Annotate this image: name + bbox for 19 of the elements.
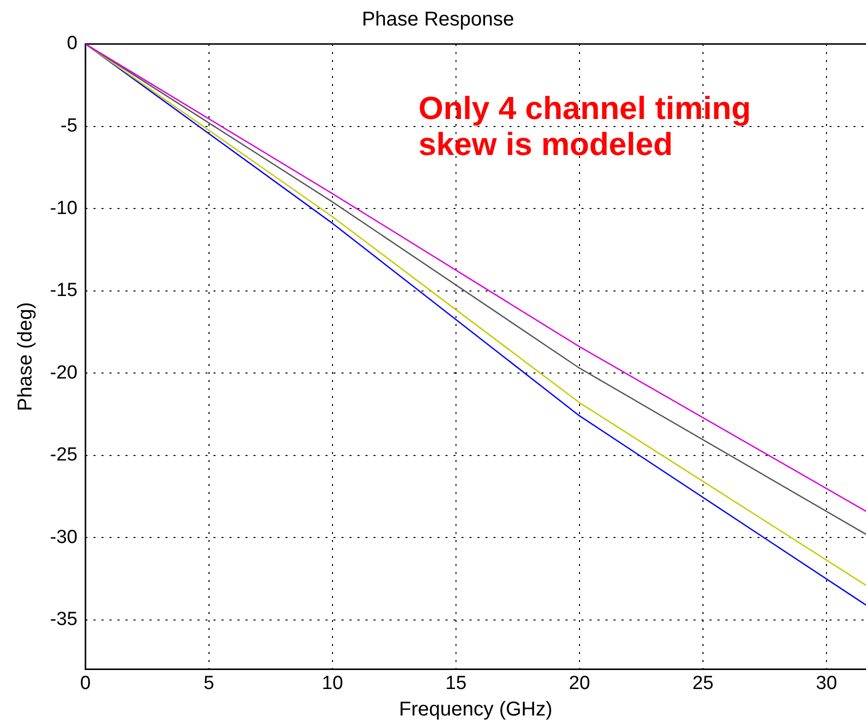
- x-tick-label: 30: [816, 672, 838, 694]
- y-tick-label: 0: [66, 33, 78, 54]
- y-tick-label: -20: [50, 362, 78, 384]
- y-tick-label: -30: [50, 526, 78, 548]
- x-tick-label: 15: [445, 672, 467, 694]
- y-tick-label: -35: [50, 609, 78, 630]
- x-tick-label: 20: [568, 672, 590, 694]
- y-tick-label: -10: [50, 198, 78, 219]
- y-tick-label: -25: [50, 444, 78, 466]
- chart-title: Phase Response: [362, 8, 514, 31]
- annotation: Only 4 channel timing skew is modeled: [418, 90, 751, 162]
- x-tick-label: 5: [204, 672, 214, 694]
- y-tick-label: -15: [50, 280, 78, 302]
- x-tick-label: 0: [80, 672, 91, 694]
- x-tick-label: 25: [692, 672, 714, 694]
- y-tick-label: -5: [60, 116, 78, 136]
- x-tick-label: 10: [322, 672, 344, 694]
- x-axis-title: Frequency (GHz): [399, 698, 552, 721]
- y-axis-title: Phase (deg): [14, 302, 37, 412]
